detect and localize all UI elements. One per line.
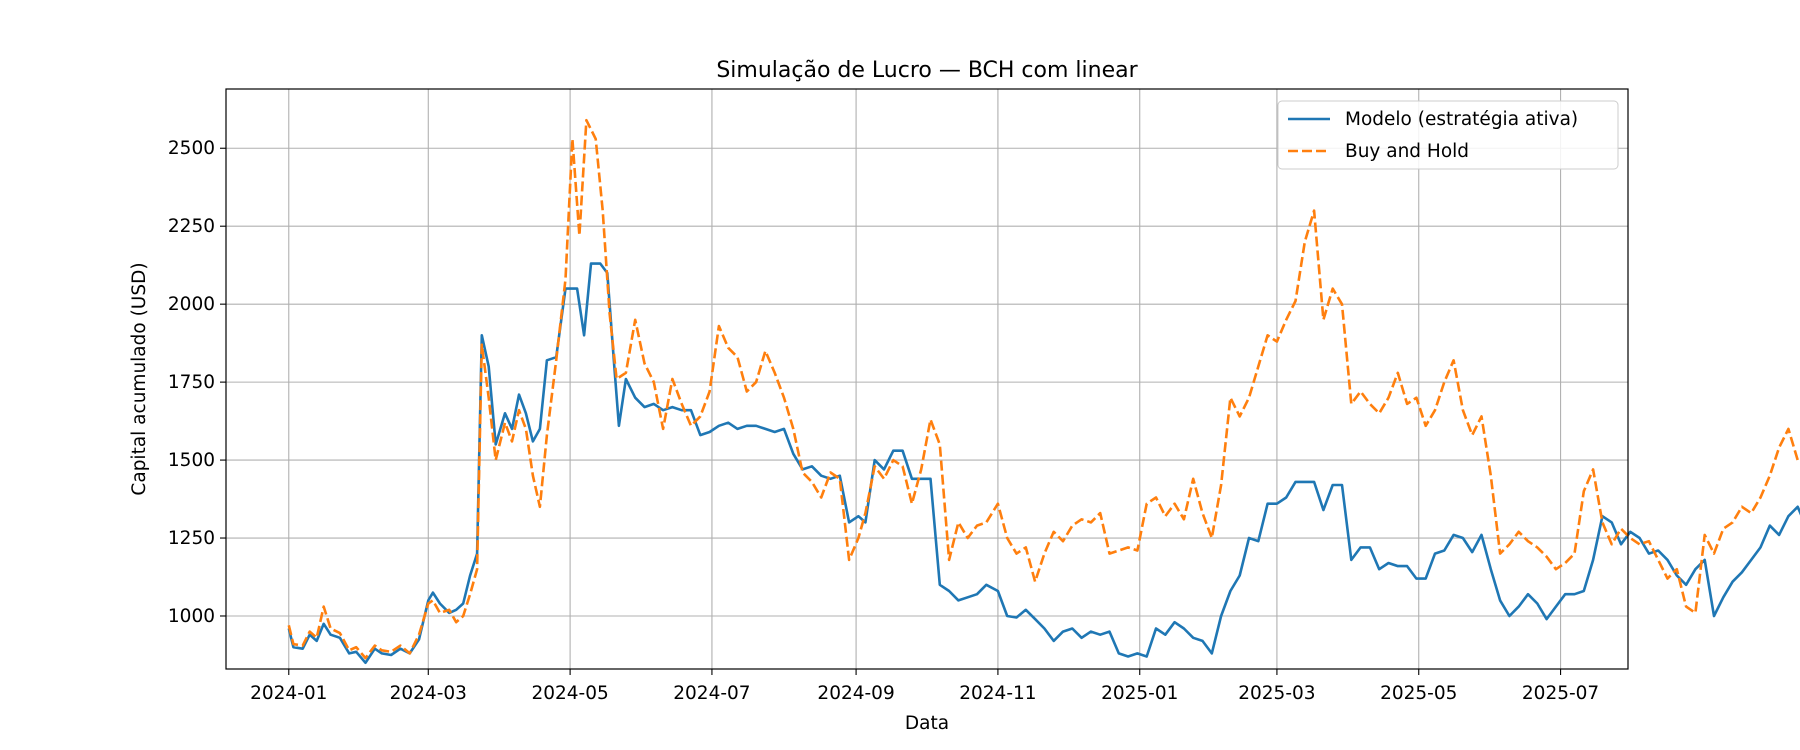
y-tick-label: 1750 bbox=[168, 372, 215, 393]
x-axis-label: Data bbox=[905, 713, 949, 734]
y-tick-label: 1250 bbox=[168, 528, 215, 549]
x-tick-label: 2025-03 bbox=[1238, 683, 1315, 704]
legend-label-buy-and-hold: Buy and Hold bbox=[1345, 141, 1469, 162]
y-tick-label: 2000 bbox=[168, 294, 215, 315]
x-tick-label: 2024-07 bbox=[673, 683, 750, 704]
x-tick-label: 2024-09 bbox=[817, 683, 894, 704]
series-line-buy-and-hold bbox=[287, 118, 1800, 660]
legend: Modelo (estratégia ativa) Buy and Hold bbox=[1277, 100, 1619, 170]
x-tick-label: 2024-05 bbox=[531, 683, 608, 704]
chart-title: Simulação de Lucro — BCH com linear bbox=[716, 58, 1138, 83]
y-tick-label: 2500 bbox=[168, 138, 215, 159]
x-tick-label: 2025-07 bbox=[1522, 683, 1599, 704]
x-tick-label: 2024-11 bbox=[959, 683, 1036, 704]
y-tick-label: 1000 bbox=[168, 606, 215, 627]
axis-ticks: 2024-01 2024-03 2024-05 2024-07 2024-09 2024-… bbox=[168, 138, 1599, 704]
legend-box bbox=[1277, 100, 1619, 170]
y-axis-label: Capital acumulado (USD) bbox=[129, 262, 150, 495]
x-tick-label: 2024-01 bbox=[250, 683, 327, 704]
x-tick-label: 2024-03 bbox=[390, 683, 467, 704]
series-layer bbox=[287, 118, 1800, 665]
series-line-modelo-estrat-gia-ativa bbox=[287, 262, 1800, 665]
x-tick-label: 2025-05 bbox=[1380, 683, 1457, 704]
legend-label-modelo: Modelo (estratégia ativa) bbox=[1345, 109, 1578, 130]
y-tick-label: 2250 bbox=[168, 216, 215, 237]
plot-frame bbox=[225, 88, 1629, 670]
y-tick-label: 1500 bbox=[168, 450, 215, 471]
x-tick-label: 2025-01 bbox=[1101, 683, 1178, 704]
